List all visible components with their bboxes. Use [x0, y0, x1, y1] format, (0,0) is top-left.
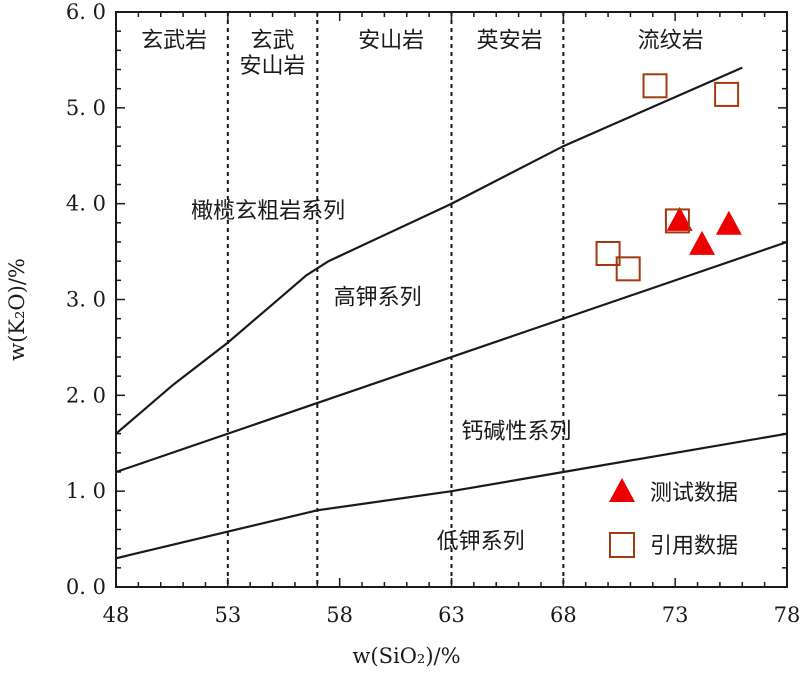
rock-type-label: 玄武岩 [141, 28, 207, 53]
y-axis-title: w(K₂O)/% [5, 258, 29, 361]
x-tick-label: 63 [438, 603, 465, 627]
series-boundary-line [115, 66, 743, 435]
y-tick-label: 0. 0 [66, 575, 106, 599]
series-region-label: 钙碱性系列 [461, 419, 571, 444]
rock-type-label: 安山岩 [358, 28, 424, 53]
cited-data-point [664, 208, 690, 234]
x-tick-label: 68 [550, 603, 577, 627]
y-tick-label: 2. 0 [66, 383, 106, 407]
series-boundary-line [115, 432, 788, 560]
y-tick-label: 4. 0 [66, 192, 106, 216]
test-data-point [715, 210, 742, 235]
y-tick-label: 1. 0 [66, 479, 106, 503]
cited-data-point [642, 73, 668, 99]
cited-data-point [714, 81, 740, 107]
series-region-label: 橄榄玄粗岩系列 [191, 199, 345, 224]
legend-marker-cited [609, 532, 635, 558]
rock-type-label: 英安岩 [477, 28, 543, 53]
test-data-point [666, 206, 693, 231]
rock-type-label: 流纹岩 [638, 28, 704, 53]
x-tick-label: 78 [774, 603, 800, 627]
y-tick-label: 3. 0 [66, 288, 106, 312]
x-tick-label: 48 [103, 603, 130, 627]
test-data-point [689, 230, 716, 255]
series-region-label: 低钾系列 [437, 530, 525, 555]
x-tick-label: 73 [662, 603, 689, 627]
legend-label: 引用数据 [650, 534, 738, 559]
legend-label: 测试数据 [650, 481, 738, 506]
x-tick-label: 53 [214, 603, 241, 627]
y-tick-label: 6. 0 [66, 0, 106, 24]
cited-data-point [615, 256, 641, 282]
series-boundary-line [115, 240, 788, 474]
y-tick-label: 5. 0 [66, 96, 106, 120]
cited-data-point [595, 241, 621, 266]
x-tick-label: 58 [326, 603, 353, 627]
legend-marker-test [609, 478, 635, 502]
x-axis-title: w(SiO₂)/% [352, 644, 460, 668]
rock-type-label: 玄武安山岩 [240, 28, 306, 78]
series-region-label: 高钾系列 [334, 285, 422, 310]
